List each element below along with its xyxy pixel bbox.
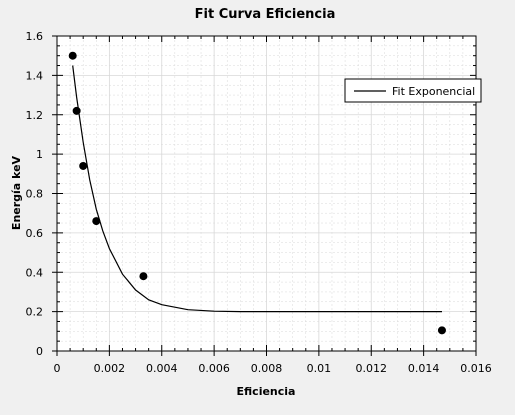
chart-title: Fit Curva Eficiencia — [195, 7, 336, 22]
x-axis-label: Eficiencia — [237, 385, 296, 398]
y-tick-label: 0 — [36, 345, 43, 358]
data-point — [79, 161, 88, 170]
x-tick-label: 0.006 — [198, 362, 230, 375]
tick-labels: 0 0.002 0.004 0.006 0.008 0.01 0.012 0.014 0.016… — [26, 30, 492, 375]
x-tick-label: 0.008 — [251, 362, 283, 375]
y-tick-label: 0.2 — [26, 306, 44, 319]
data-point — [68, 51, 77, 60]
y-tick-label: 1.4 — [26, 69, 44, 82]
x-tick-label: 0 — [54, 362, 61, 375]
axis-ticks — [52, 35, 477, 356]
x-tick-label: 0.002 — [94, 362, 126, 375]
data-point — [437, 326, 446, 335]
legend-label: Fit Exponencial — [392, 85, 475, 98]
grid — [57, 36, 476, 351]
data-points — [68, 51, 446, 335]
legend-box — [344, 78, 482, 103]
y-tick-label: 1 — [36, 148, 43, 161]
x-tick-label: 0.014 — [408, 362, 440, 375]
y-tick-label: 0.8 — [26, 188, 44, 201]
y-tick-label: 0.4 — [26, 266, 44, 279]
y-tick-label: 1.6 — [26, 30, 44, 43]
x-tick-label: 0.012 — [356, 362, 388, 375]
fit-line — [72, 65, 442, 313]
y-tick-label: 0.6 — [26, 227, 44, 240]
y-tick-label: 1.2 — [26, 109, 44, 122]
x-tick-label: 0.016 — [460, 362, 492, 375]
legend: Fit Exponencial — [344, 78, 482, 103]
x-tick-label: 0.01 — [307, 362, 332, 375]
data-point — [139, 272, 148, 281]
x-tick-label: 0.004 — [146, 362, 178, 375]
data-point — [72, 106, 81, 115]
y-axis-label: Energía keV — [10, 155, 23, 230]
data-point — [92, 217, 101, 226]
